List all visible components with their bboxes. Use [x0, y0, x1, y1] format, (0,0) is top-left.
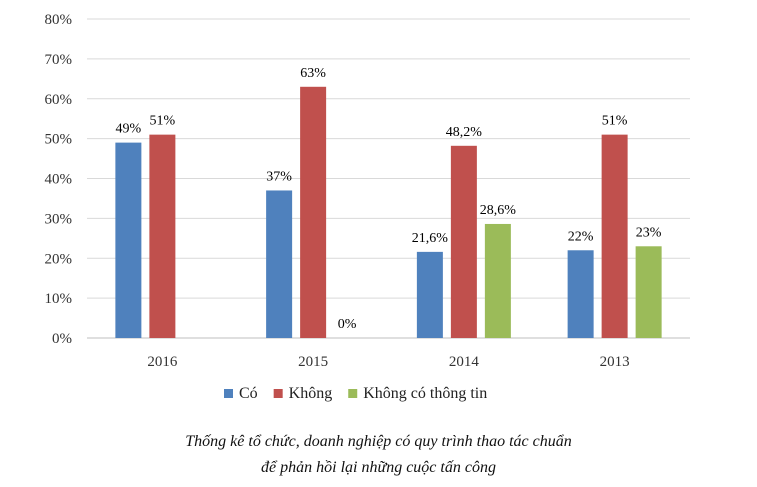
bar: [450, 145, 477, 338]
y-tick-label: 40%: [45, 172, 73, 188]
legend-label: Có: [239, 385, 258, 402]
y-axis-ticks: 0% 10% 20% 30% 40% 50% 60% 70% 80%: [45, 12, 73, 347]
bar: [635, 246, 662, 338]
bar: [601, 134, 628, 338]
x-tick-label: 2014: [449, 354, 480, 370]
bar-chart: 0% 10% 20% 30% 40% 50% 60% 70% 80% 49% 51% 37% 63% 0…: [45, 12, 690, 402]
y-tick-label: 20%: [45, 251, 73, 267]
data-label: 22%: [568, 229, 594, 244]
data-label: 0%: [338, 317, 357, 332]
legend-swatch: [273, 389, 283, 398]
legend: Có Không Không có thông tin: [224, 385, 487, 402]
y-tick-label: 60%: [45, 92, 73, 108]
caption-line-1: Thống kê tổ chức, doanh nghiệp có quy tr…: [185, 433, 572, 450]
x-tick-label: 2016: [147, 354, 178, 370]
bars: [115, 86, 662, 338]
data-label: 28,6%: [480, 203, 517, 218]
data-labels: 49% 51% 37% 63% 0% 21,6% 48,2% 28,6% 22% 51% 23%: [116, 66, 662, 332]
data-label: 21,6%: [412, 231, 449, 246]
data-label: 51%: [602, 114, 628, 129]
x-tick-label: 2015: [298, 354, 328, 370]
legend-label: Không: [289, 385, 333, 402]
bar: [567, 250, 594, 338]
bar: [300, 86, 327, 338]
y-tick-label: 30%: [45, 211, 73, 227]
y-tick-label: 70%: [45, 52, 73, 68]
x-axis-ticks: 2016 2015 2014 2013: [147, 354, 629, 370]
data-label: 49%: [116, 122, 142, 137]
bar: [149, 134, 176, 338]
bar: [484, 223, 511, 338]
bar: [115, 142, 142, 338]
bar: [416, 251, 443, 338]
data-label: 37%: [266, 169, 292, 184]
y-tick-label: 80%: [45, 12, 73, 28]
y-tick-label: 0%: [52, 331, 72, 347]
x-tick-label: 2013: [600, 354, 630, 370]
legend-swatch: [348, 389, 358, 398]
caption-line-2: để phản hồi lại những cuộc tấn công: [261, 459, 496, 476]
data-label: 48,2%: [446, 125, 483, 140]
y-tick-label: 50%: [45, 132, 73, 148]
y-tick-label: 10%: [45, 291, 73, 307]
legend-label: Không có thông tin: [363, 385, 487, 402]
legend-swatch: [224, 389, 233, 398]
data-label: 63%: [300, 66, 326, 81]
bar: [266, 190, 293, 338]
data-label: 23%: [636, 225, 662, 240]
data-label: 51%: [150, 114, 176, 129]
gridlines: [87, 18, 690, 339]
